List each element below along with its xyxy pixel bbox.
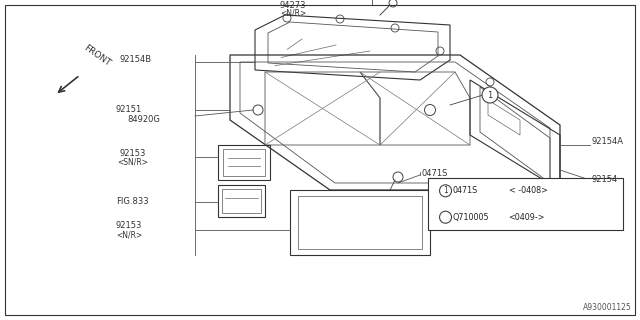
Text: 92154: 92154 xyxy=(592,175,618,185)
Text: FIG.833: FIG.833 xyxy=(116,197,148,206)
Text: <0409->: <0409-> xyxy=(509,213,545,222)
Text: 92154A: 92154A xyxy=(592,138,624,147)
Text: 1: 1 xyxy=(488,91,493,100)
Text: <N/R>: <N/R> xyxy=(280,9,307,18)
Circle shape xyxy=(440,185,452,197)
Text: 92151: 92151 xyxy=(115,106,141,115)
Bar xyxy=(428,178,623,230)
Text: <SN/R>: <SN/R> xyxy=(117,157,148,166)
Text: 1: 1 xyxy=(443,186,448,195)
Text: 84920G: 84920G xyxy=(127,116,160,124)
Text: A930001125: A930001125 xyxy=(583,303,632,312)
Text: <N/R>: <N/R> xyxy=(116,230,142,239)
Circle shape xyxy=(482,87,498,103)
Text: 94273: 94273 xyxy=(280,1,307,10)
Text: Q710005: Q710005 xyxy=(452,213,489,222)
Text: < -0408>: < -0408> xyxy=(509,186,547,195)
Text: FRONT: FRONT xyxy=(82,43,112,68)
Text: 0471S: 0471S xyxy=(452,186,478,195)
Text: 92154B: 92154B xyxy=(120,54,152,63)
Text: 92153: 92153 xyxy=(116,221,142,230)
Text: 0471S: 0471S xyxy=(422,169,449,178)
Text: 92153: 92153 xyxy=(120,148,147,157)
